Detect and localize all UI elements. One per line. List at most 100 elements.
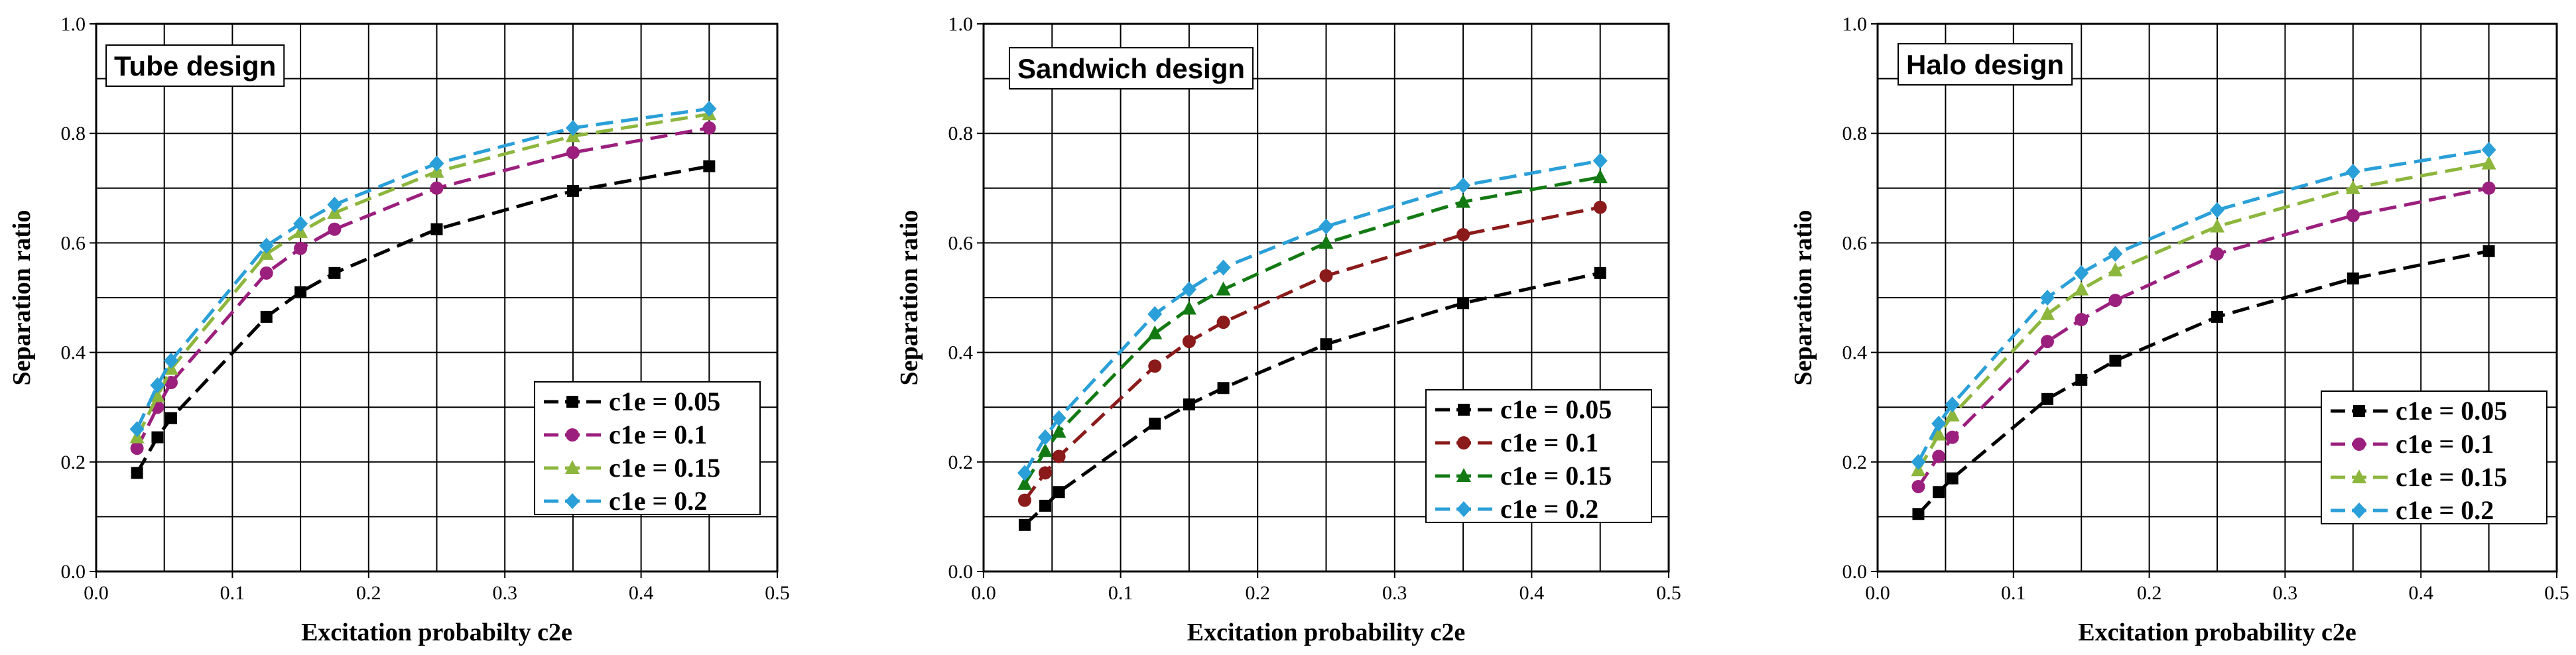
series-line-3 — [1917, 162, 2490, 471]
legend-marker-1 — [1458, 404, 1470, 416]
legend-label-1: c1e = 0.05 — [1500, 394, 1612, 424]
legend-marker-3 — [2352, 469, 2366, 483]
data-point-3 — [2108, 262, 2123, 276]
data-point-2 — [328, 222, 342, 236]
data-point-1 — [131, 467, 143, 479]
chart-panel-sandwich: 0.0 0.1 0.2 0.3 0.4 0.5 0.0 0.2 0.4 0.6 0.8 1.0 Exci… — [895, 13, 1681, 646]
data-point-2 — [2482, 181, 2496, 195]
data-point-2 — [2108, 294, 2122, 308]
legend-marker-3 — [1456, 468, 1471, 482]
data-point-3 — [1017, 475, 1032, 490]
data-point-2 — [1038, 466, 1052, 480]
data-point-1 — [2482, 245, 2495, 257]
x-tick-label: 0.4 — [629, 582, 654, 604]
y-tick-label: 0.2 — [948, 451, 974, 473]
data-point-1 — [1933, 486, 1945, 499]
data-point-4 — [1945, 396, 1960, 413]
plot-frame — [982, 23, 1670, 573]
data-point-3 — [1592, 169, 1608, 184]
data-point-4 — [2481, 141, 2496, 158]
data-point-4 — [163, 352, 178, 369]
data-point-4 — [1592, 152, 1608, 169]
data-point-1 — [164, 412, 177, 424]
y-tick-label: 0.0 — [61, 561, 86, 583]
data-point-4 — [1147, 306, 1163, 322]
data-point-2 — [130, 442, 144, 455]
y-axis-title: Separation ratio — [895, 210, 923, 386]
plot-frame — [1876, 23, 2558, 573]
y-tick-label: 0.4 — [1842, 342, 1868, 364]
legend-label-2: c1e = 0.1 — [609, 420, 707, 449]
data-point-1 — [430, 223, 443, 235]
data-point-4 — [1017, 465, 1032, 481]
data-point-3 — [1216, 281, 1231, 296]
data-point-1 — [294, 286, 307, 298]
design-label-box — [1009, 47, 1254, 89]
x-tick-label: 0.2 — [356, 582, 381, 604]
legend-marker-2 — [566, 428, 579, 442]
data-point-2 — [1052, 449, 1066, 463]
y-tick-label: 0.2 — [61, 451, 86, 473]
legend-marker-1 — [566, 396, 578, 408]
legend-label-4: c1e = 0.2 — [609, 486, 707, 516]
data-point-3 — [1931, 426, 1947, 441]
data-point-1 — [1457, 297, 1470, 310]
data-point-1 — [1018, 518, 1031, 531]
data-point-4 — [1931, 415, 1947, 432]
design-label: Halo design — [1906, 49, 2064, 80]
data-point-4 — [1181, 281, 1196, 298]
data-point-2 — [2211, 247, 2224, 261]
data-point-1 — [566, 184, 579, 197]
y-tick-label: 0.8 — [61, 123, 86, 145]
data-point-4 — [2345, 164, 2360, 180]
legend-marker-1 — [2353, 405, 2365, 417]
data-point-4 — [1037, 429, 1053, 446]
design-label-box — [1898, 43, 2073, 86]
data-point-3 — [1037, 443, 1053, 457]
y-tick-label: 0.4 — [61, 342, 86, 364]
data-point-4 — [702, 101, 717, 117]
legend-marker-4 — [2352, 503, 2366, 518]
x-tick-label: 0.1 — [1108, 582, 1133, 604]
data-point-2 — [1932, 449, 1946, 463]
series-line-4 — [1023, 159, 1601, 474]
x-tick-label: 0.5 — [765, 582, 790, 604]
data-point-4 — [293, 215, 308, 232]
y-tick-label: 0.0 — [1842, 561, 1868, 583]
data-point-3 — [1181, 300, 1196, 315]
data-point-1 — [1149, 417, 1161, 430]
data-point-3 — [1945, 407, 1960, 422]
legend-marker-4 — [565, 493, 580, 509]
data-point-2 — [2041, 335, 2054, 349]
data-point-2 — [2075, 313, 2089, 327]
y-tick-label: 0.4 — [948, 342, 974, 364]
legend-marker-2 — [2352, 438, 2366, 451]
x-tick-label: 0.4 — [2408, 582, 2433, 604]
data-point-2 — [1456, 228, 1470, 242]
data-point-4 — [129, 421, 145, 438]
x-tick-label: 0.3 — [492, 582, 517, 604]
design-label-box — [105, 44, 285, 87]
data-point-1 — [1912, 508, 1925, 520]
x-tick-label: 0.5 — [2544, 582, 2569, 604]
data-point-1 — [1183, 398, 1195, 411]
design-label: Sandwich design — [1017, 53, 1245, 84]
data-point-1 — [1594, 267, 1606, 279]
y-tick-label: 0.8 — [948, 123, 974, 145]
data-point-4 — [1319, 218, 1334, 235]
legend-label-1: c1e = 0.05 — [609, 387, 720, 416]
x-tick-label: 0.2 — [2137, 582, 2162, 604]
legend-marker-4 — [1456, 501, 1471, 517]
data-point-1 — [1053, 486, 1065, 499]
data-point-4 — [259, 237, 274, 254]
data-point-1 — [2347, 272, 2359, 285]
data-point-1 — [1946, 472, 1959, 485]
data-point-2 — [2346, 209, 2360, 223]
y-tick-label: 1.0 — [61, 13, 86, 35]
y-tick-label: 0.0 — [948, 561, 974, 583]
data-point-1 — [703, 160, 716, 172]
data-point-4 — [1051, 410, 1066, 426]
data-point-2 — [294, 241, 308, 255]
y-axis-title: Separation ratio — [1789, 210, 1817, 386]
plot-frame — [95, 23, 779, 573]
